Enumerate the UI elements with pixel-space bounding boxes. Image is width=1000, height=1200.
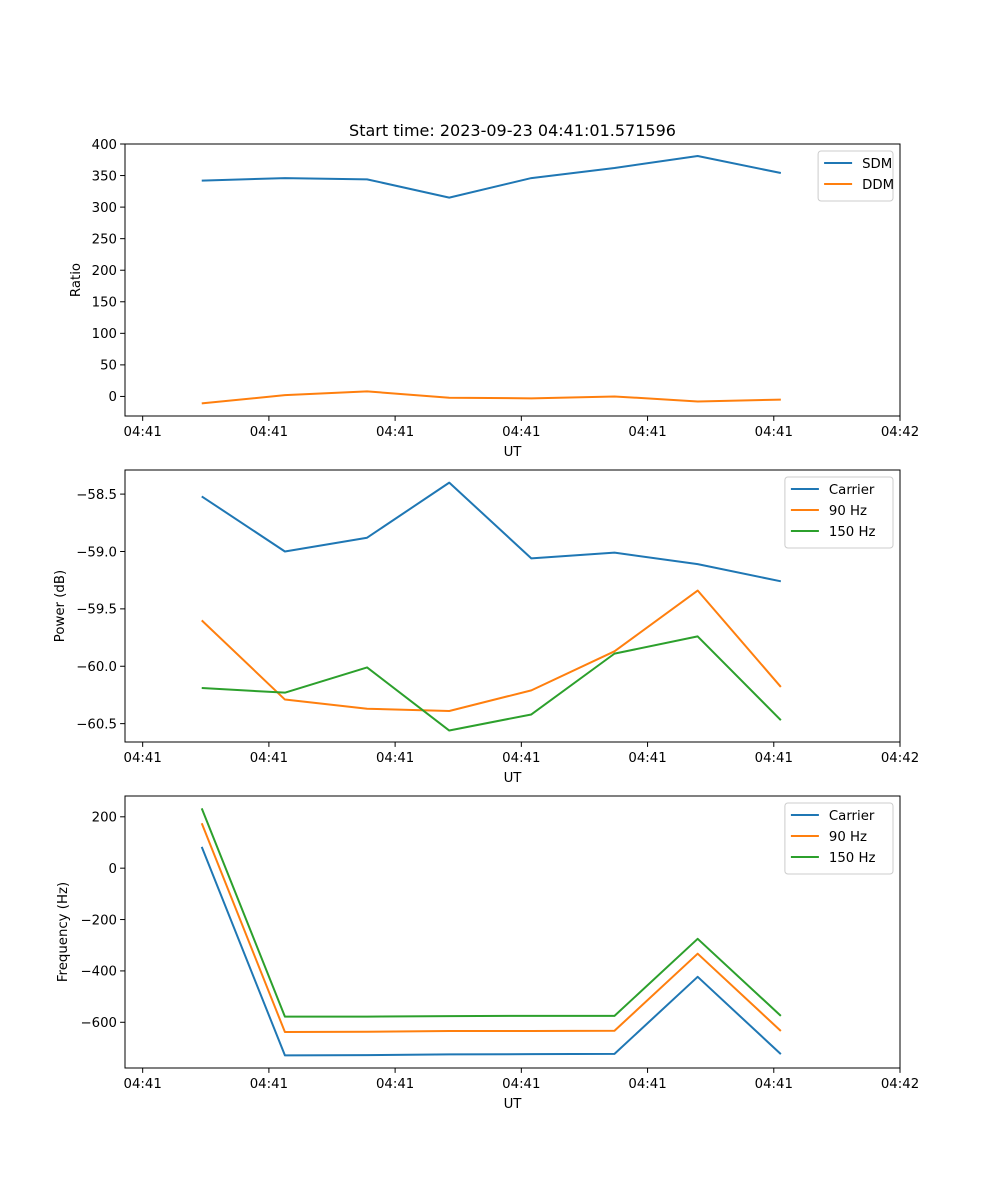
- x-tick-label: 04:41: [755, 751, 793, 766]
- x-tick-label: 04:41: [250, 751, 288, 766]
- y-axis-label: Power (dB): [53, 570, 68, 642]
- y-tick-label: 0: [109, 390, 117, 405]
- y-tick-label: −58.5: [76, 488, 117, 503]
- x-tick-label: 04:41: [376, 751, 414, 766]
- x-tick-label: 04:41: [755, 425, 793, 440]
- legend-label: Carrier: [829, 483, 875, 498]
- y-axis-label: Frequency (Hz): [56, 882, 71, 982]
- x-tick-label: 04:41: [376, 1077, 414, 1092]
- y-tick-label: −59.0: [76, 545, 117, 560]
- x-axis-label: UT: [504, 771, 523, 786]
- y-tick-label: −60.0: [76, 660, 117, 675]
- y-tick-label: 200: [92, 811, 117, 826]
- x-tick-label: 04:41: [124, 751, 162, 766]
- x-tick-label: 04:41: [628, 425, 666, 440]
- legend: Carrier 90 Hz 150 Hz: [784, 802, 894, 875]
- y-tick-label: 200: [92, 264, 117, 279]
- legend-label: Carrier: [829, 809, 875, 824]
- x-tick-label: 04:42: [881, 751, 919, 766]
- x-tick-label: 04:41: [502, 1077, 540, 1092]
- legend-label: 150 Hz: [829, 851, 876, 866]
- x-tick-label: 04:42: [881, 1077, 919, 1092]
- y-tick-label: 100: [92, 327, 117, 342]
- legend-label: 90 Hz: [829, 504, 867, 519]
- figure-title: Start time: 2023-09-23 04:41:01.571596: [349, 121, 676, 140]
- series-line-150-hz: [200, 807, 782, 1018]
- x-tick-label: 04:42: [881, 425, 919, 440]
- y-tick-label: −600: [80, 1016, 117, 1031]
- y-axis-label: Ratio: [69, 263, 84, 297]
- legend-label: 90 Hz: [829, 830, 867, 845]
- legend: SDM DDM: [817, 150, 894, 202]
- y-tick-label: 50: [100, 359, 117, 374]
- subplot-3: 04:41 04:41 04:41 04:41 04:41 04:41 04:42 −600 −…: [56, 795, 919, 1112]
- x-tick-label: 04:41: [755, 1077, 793, 1092]
- y-tick-label: 350: [92, 169, 117, 184]
- y-tick-label: −59.5: [76, 603, 117, 618]
- legend-label: 150 Hz: [829, 525, 876, 540]
- x-tick-label: 04:41: [628, 1077, 666, 1092]
- x-tick-label: 04:41: [250, 425, 288, 440]
- axes-frame: [124, 469, 901, 743]
- y-tick-label: −200: [80, 913, 117, 928]
- y-tick-label: −60.5: [76, 717, 117, 732]
- series-line-carrier: [200, 846, 782, 1057]
- x-tick-label: 04:41: [376, 425, 414, 440]
- subplots: 04:41 04:41 04:41 04:41 04:41 04:41 04:42 0 50 10…: [53, 138, 919, 1112]
- series-line-150-hz: [201, 635, 782, 732]
- x-tick-label: 04:41: [628, 751, 666, 766]
- series-line-90-hz: [200, 822, 782, 1034]
- y-tick-label: 400: [92, 138, 117, 153]
- x-tick-label: 04:41: [124, 1077, 162, 1092]
- x-tick-label: 04:41: [124, 425, 162, 440]
- x-tick-label: 04:41: [502, 751, 540, 766]
- x-axis-label: UT: [504, 1097, 523, 1112]
- y-tick-label: −400: [80, 965, 117, 980]
- series-line-90-hz: [201, 589, 782, 713]
- subplot-2: 04:41 04:41 04:41 04:41 04:41 04:41 04:42 −60.5…: [53, 469, 919, 786]
- y-tick-label: 250: [92, 232, 117, 247]
- axes-frame: [124, 143, 901, 417]
- x-tick-label: 04:41: [250, 1077, 288, 1092]
- x-axis-label: UT: [504, 445, 523, 460]
- y-tick-label: 150: [92, 296, 117, 311]
- legend-label: DDM: [862, 178, 894, 193]
- y-tick-label: 300: [92, 201, 117, 216]
- y-tick-label: 0: [109, 862, 117, 877]
- series-line-sdm: [201, 154, 782, 199]
- legend-label: SDM: [862, 157, 892, 172]
- series-line-ddm: [201, 390, 781, 405]
- series-line-carrier: [201, 481, 782, 583]
- subplot-1: 04:41 04:41 04:41 04:41 04:41 04:41 04:42 0 50 10…: [69, 138, 919, 460]
- x-tick-label: 04:41: [502, 425, 540, 440]
- axes-frame: [124, 795, 901, 1069]
- legend: Carrier 90 Hz 150 Hz: [784, 476, 894, 549]
